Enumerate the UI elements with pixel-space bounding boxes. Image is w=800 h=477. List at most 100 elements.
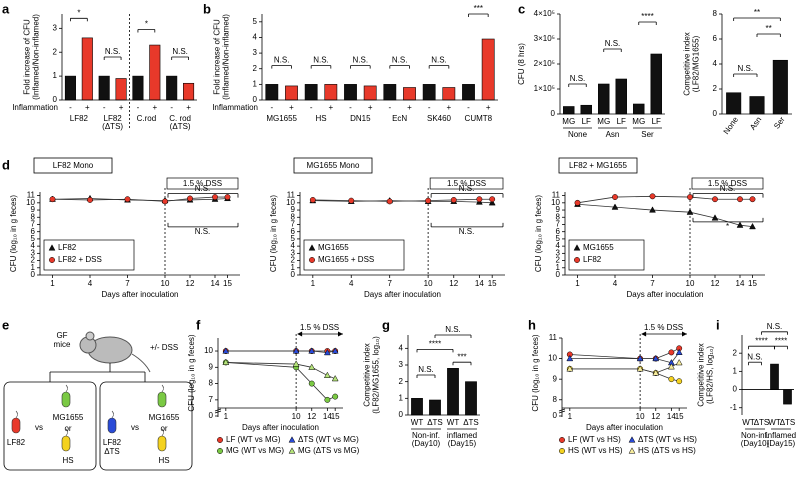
x-tick-label: 7	[125, 279, 130, 288]
marker	[652, 369, 660, 376]
marker	[331, 347, 339, 354]
y-axis-label-line: CFU (log₁₀ in g feces)	[531, 334, 540, 411]
y-tick-label: 4	[556, 241, 561, 250]
panel-label: f	[196, 317, 201, 332]
x-tick-label: 4	[88, 279, 93, 288]
legend-label: MG1655	[583, 243, 614, 252]
series-label: -	[388, 103, 391, 112]
bar	[563, 106, 575, 115]
y-tick-label: 7	[556, 220, 561, 229]
flagellum	[65, 428, 68, 437]
significance-label: N.S.	[105, 47, 121, 56]
y-tick-label: 0	[713, 109, 718, 118]
arrow-head	[338, 331, 343, 337]
series-label: -	[349, 103, 352, 112]
y-axis-label: Competitive index (LF82/MG1655, log₁₀)	[363, 336, 381, 414]
y-tick-label: 7	[209, 395, 214, 404]
series-label: +	[486, 103, 491, 112]
y-tick-label: 10	[551, 198, 560, 207]
x-tick-label: EcN	[392, 114, 407, 123]
x-tick-label: 14	[475, 279, 484, 288]
x-tick-label: (ΔTS)	[102, 122, 123, 131]
marker	[425, 197, 432, 204]
y-tick-label: 1	[31, 263, 36, 272]
panel-label: h	[528, 317, 536, 332]
treatment-label: +/- DSS	[150, 343, 178, 352]
axis-break	[558, 410, 566, 414]
significance-label: N.S.	[605, 39, 621, 48]
y-tick-label: 0	[399, 410, 404, 419]
y-axis-label-line: (LF82/MG1655)	[692, 35, 701, 92]
series-label: -	[69, 103, 72, 112]
y-tick-label: 3	[53, 23, 58, 32]
series-label: -	[428, 103, 431, 112]
marker	[687, 194, 693, 201]
chart-title: LF82 + MG1655	[569, 161, 628, 170]
bar	[422, 84, 436, 101]
y-tick-label: 6	[31, 227, 36, 236]
marker	[212, 194, 218, 201]
y-axis-label-line: CFU (8 hrs)	[517, 43, 526, 85]
dss-label: 1.5 % DSS	[183, 179, 222, 188]
significance-label: N.S.	[738, 64, 754, 73]
x-tick-label: MG	[562, 117, 575, 126]
y-tick-label: 1×10⁵	[534, 84, 555, 93]
title-box	[33, 157, 113, 174]
significance-label: ****	[775, 336, 787, 345]
y-axis-label-line: Competitive index	[697, 343, 706, 407]
panel-label: g	[382, 317, 390, 332]
legend-label: MG (WT vs MG)	[226, 446, 284, 455]
group-box	[3, 381, 97, 471]
series-label: +	[85, 103, 90, 112]
dss-label: 1.5 % DSS	[644, 323, 683, 332]
x-tick-label: 14	[667, 412, 676, 421]
series-label: -	[170, 103, 173, 112]
x-tick-label: C. rod	[169, 114, 191, 123]
y-tick-label: 8	[713, 9, 718, 18]
group-label: inflamed	[766, 431, 796, 440]
y-axis-label: CFU (log₁₀ in g feces)	[269, 195, 278, 272]
y-tick-label: 10	[204, 346, 213, 355]
marker	[649, 193, 656, 200]
partner-label: MG1655	[149, 413, 180, 422]
y-axis-label: Competitive index (LF82/MG1655)	[683, 32, 701, 96]
arrow-head	[682, 331, 687, 337]
mouse-tail	[131, 353, 151, 373]
x-tick-label: ΔTS	[463, 418, 479, 427]
dss-label: 1.5 % DSS	[300, 323, 339, 332]
title-box	[293, 157, 373, 174]
dss-label: 1.5 % DSS	[708, 179, 747, 188]
x-axis-label: Days after inoculation	[102, 290, 179, 299]
y-tick-label: 9	[31, 205, 36, 214]
x-tick-label: None	[722, 115, 741, 136]
marker	[222, 358, 230, 365]
significance-label: N.S.	[172, 47, 188, 56]
marker	[749, 196, 756, 203]
y-axis-label: CFU (log₁₀ in g feces)	[534, 195, 543, 272]
marker	[308, 347, 316, 354]
x-tick-label: 15	[223, 279, 232, 288]
marker	[749, 222, 756, 230]
group-label: (Day10)	[412, 439, 441, 448]
marker	[711, 214, 719, 221]
x-tick-label: CUMT8	[465, 114, 493, 123]
significance-label: *	[145, 20, 148, 29]
y-tick-label: 7	[31, 220, 36, 229]
y-tick-label: 11	[549, 333, 558, 342]
significance-label: N.S.	[459, 184, 475, 193]
x-tick-label: 10	[424, 279, 433, 288]
bar	[770, 363, 779, 390]
bar	[166, 75, 178, 101]
x-tick-label: 14	[323, 412, 332, 421]
x-tick-label: 1	[224, 412, 229, 421]
significance-label: ***	[474, 4, 483, 13]
series-label: +	[407, 103, 412, 112]
bar	[64, 75, 76, 101]
bacterium	[107, 417, 117, 434]
bar	[783, 389, 792, 405]
marker	[636, 354, 644, 362]
y-axis-label: Fold increase of CFU (Inflamed/Non-inflam…	[23, 14, 41, 100]
group-label: Non-inf.	[412, 431, 440, 440]
marker	[668, 376, 675, 383]
